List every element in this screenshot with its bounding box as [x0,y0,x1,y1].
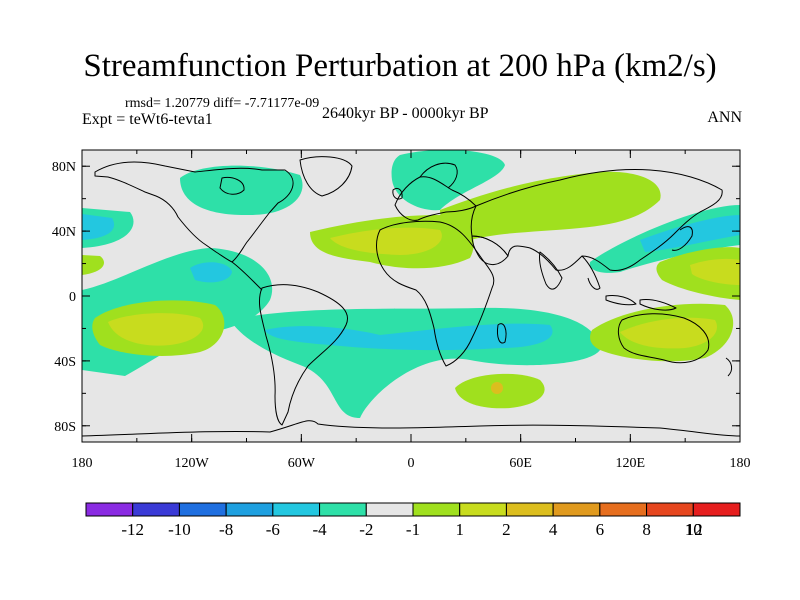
colorbar-segment [365,502,414,517]
rmsd-diff-stats: rmsd= 1.20779 diff= -7.71177e-09 [125,96,320,111]
colorbar-segment [85,502,134,517]
colorbar-label: -2 [359,520,373,539]
coast-hudson-bay [219,177,245,195]
coast-north-america [94,161,294,263]
contour-australia-positive-core [620,317,717,349]
colorbar-label: -4 [312,520,327,539]
x-tick-label: 120E [616,456,646,471]
coastlines [82,156,740,437]
x-tick-label: 180 [730,456,751,471]
coast-greenland [299,156,353,197]
colorbar-segment [599,502,648,517]
coast-southeast-asia [581,255,601,290]
coast-australia [617,313,710,364]
contour-indian-pacific-negative-core [640,215,740,252]
colorbar-label: 8 [642,520,651,539]
colorbar-segment [178,502,227,517]
contour-southern-band-negative-core [265,323,553,351]
colorbar-label: 2 [502,520,511,539]
coast-south-america [259,284,348,426]
y-tick-label: 40S [54,355,76,370]
x-tick-label: 0 [408,456,415,471]
colorbar-segment [412,502,461,517]
map-title: Streamfunction Perturbation at 200 hPa (… [83,48,717,84]
colorbar-segment [459,502,507,517]
x-tick-label: 60E [509,456,532,471]
contour-south-pacific-positive-core [108,313,204,346]
colorbar-label: -6 [266,520,280,539]
coast-maritime-continent [605,295,677,311]
coast-india [539,251,563,290]
colorbar-label: -8 [219,520,233,539]
colorbar-segment [132,502,180,517]
coast-british-isles [392,187,403,200]
contour-north-pacific-negative-core [82,214,115,240]
y-tick-label: 0 [69,290,76,305]
contour-subtropical-atlantic-positive-core [330,227,442,255]
contour-fields [82,150,740,418]
colorbar-label: -1 [406,520,420,539]
colorbar-label: 6 [596,520,605,539]
coast-new-zealand [725,357,733,377]
y-tick-label: 40N [52,225,76,240]
coast-central-america [231,261,263,291]
colorbar-segment [646,502,694,517]
contour-tropical-pacific-negative-core [190,262,232,283]
colorbar-label: 4 [549,520,558,539]
y-axis: 80N 40N 0 40S 80S [52,160,740,435]
colorbar-label: -10 [168,520,191,539]
x-tick-label: 60W [288,456,316,471]
experiment-label: Expt = teWt6-tevta1 [82,111,213,128]
colorbar-segment [692,502,741,517]
colorbar-segment [225,502,274,517]
contour-west-pacific-positive-core [690,258,740,285]
coast-asia [470,169,723,271]
colorbar-label: 10 [685,520,702,539]
coast-japan [671,226,693,251]
contour-arctic-negative [391,150,505,211]
colorbar-segment [272,502,321,517]
colorbar-label: -12 [121,520,144,539]
season-label: ANN [707,109,742,126]
coast-madagascar [497,323,507,344]
x-tick-label: 120W [175,456,210,471]
contour-north-atlantic-negative [180,165,303,216]
colorbar-segment [552,502,601,517]
y-tick-label: 80N [52,160,76,175]
y-tick-label: 80S [54,420,76,435]
contour-eurasia-positive [440,171,661,240]
contour-southern-indian-positive-core [491,382,503,394]
coast-antarctica [82,420,740,437]
colorbar-label: 12 [686,520,703,539]
contour-northwest-pacific-positive [82,255,105,275]
colorbar-segment [505,502,554,517]
x-tick-label: 180 [72,456,93,471]
coast-scandinavia [419,162,458,189]
colorbar-segment [319,502,367,517]
x-axis: 180 120W 60W 0 60E 120E 180 [72,150,751,471]
period-label: 2640kyr BP - 0000kyr BP [322,105,489,122]
coast-africa [376,220,495,367]
colorbar-label: 1 [455,520,464,539]
